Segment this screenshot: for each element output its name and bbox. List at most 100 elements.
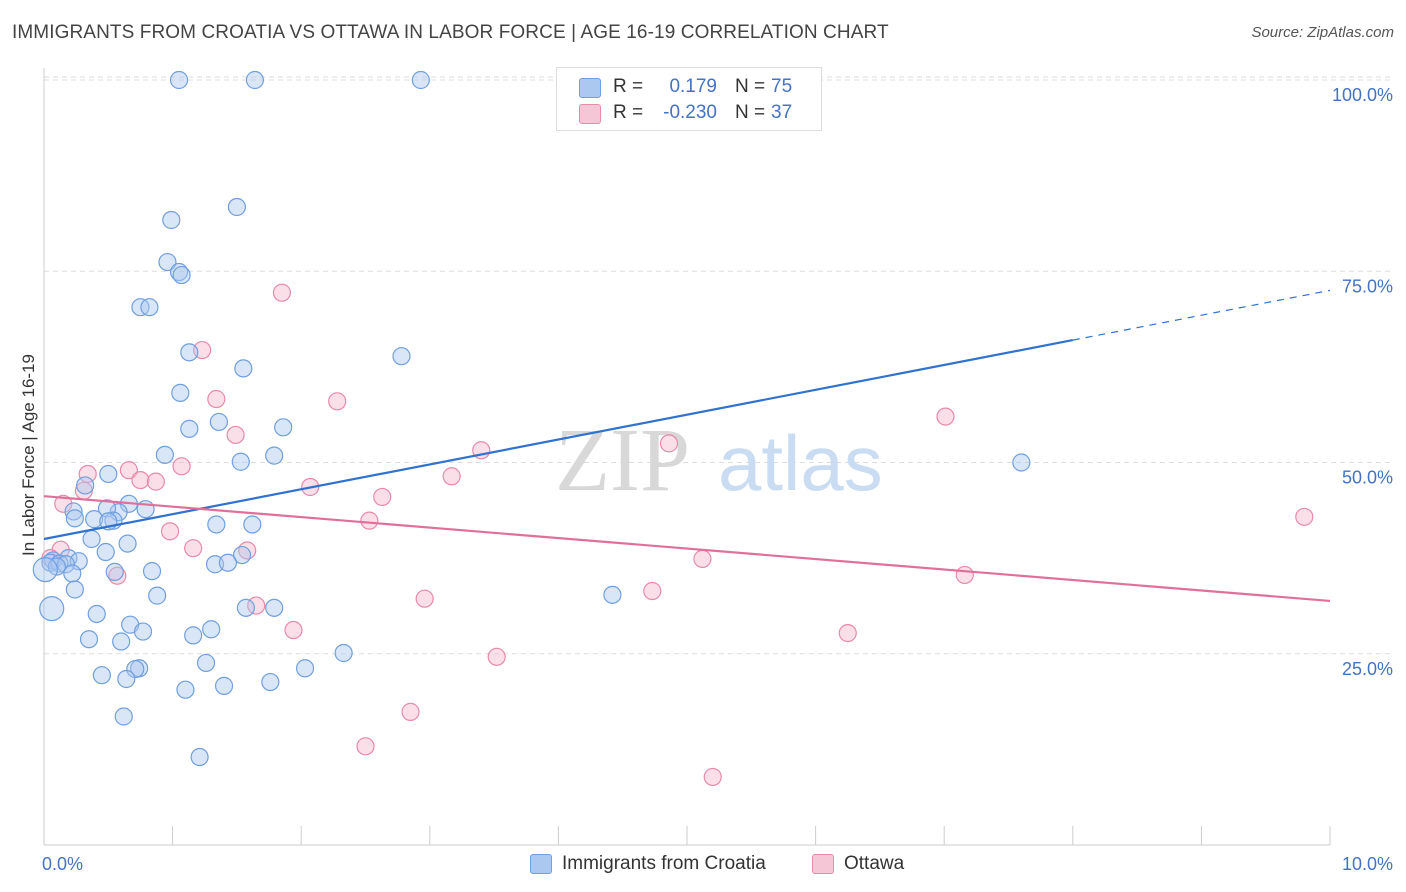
- bottom-legend-swatch-croatia: [530, 854, 552, 874]
- legend-swatch-ottawa: [579, 104, 601, 124]
- croatia-point: [232, 545, 252, 565]
- croatia-point: [148, 586, 167, 605]
- croatia-point: [236, 598, 256, 617]
- ottawa-point: [838, 623, 857, 643]
- ottawa-point: [955, 565, 974, 585]
- ottawa-point: [172, 457, 191, 476]
- legend-n-label: N =: [735, 102, 766, 123]
- ottawa-point: [119, 461, 138, 480]
- croatia-point: [180, 343, 199, 362]
- croatia-point: [105, 562, 124, 581]
- croatia-point: [190, 747, 209, 767]
- legend-n-value: 37: [771, 102, 793, 123]
- croatia-point: [180, 419, 199, 438]
- croatia-point: [142, 562, 162, 581]
- croatia-point: [65, 509, 84, 528]
- legend-swatch-croatia: [579, 78, 601, 98]
- bottom-legend-label-croatia: Immigrants from Croatia: [562, 853, 766, 874]
- croatia-point: [245, 70, 265, 90]
- croatia-point: [133, 622, 153, 641]
- croatia-point: [169, 262, 189, 282]
- bottom-legend-label-ottawa: Ottawa: [844, 853, 905, 874]
- croatia-point: [82, 529, 101, 549]
- croatia-point: [214, 676, 234, 695]
- ottawa-point: [373, 487, 392, 507]
- ottawa-point: [936, 407, 955, 426]
- ottawa-point: [160, 522, 180, 541]
- croatia-point: [112, 632, 131, 651]
- croatia-point: [50, 554, 69, 573]
- croatia-point: [96, 542, 115, 562]
- ottawa-point: [226, 425, 245, 445]
- croatia-point: [196, 653, 216, 673]
- croatia-point: [76, 476, 95, 495]
- ottawa-point: [1295, 507, 1314, 526]
- watermark-zip: ZIP: [555, 411, 690, 510]
- ottawa-point: [356, 737, 375, 756]
- ottawa-point: [284, 620, 303, 640]
- ottawa-point: [415, 589, 434, 608]
- croatia-trend-line: [43, 339, 1074, 541]
- croatia-point: [126, 659, 145, 679]
- legend-r-label: R =: [613, 102, 644, 123]
- croatia-point: [234, 359, 253, 378]
- croatia-point: [65, 580, 84, 599]
- legend-r-value: 0.179: [669, 76, 717, 97]
- ottawa-point: [207, 389, 226, 409]
- ottawa-point: [442, 467, 461, 486]
- croatia-point: [172, 265, 191, 285]
- croatia-point: [39, 596, 65, 622]
- source-credit: Source: ZipAtlas.com: [1251, 24, 1394, 41]
- croatia-point: [231, 452, 250, 471]
- croatia-point: [79, 630, 99, 649]
- legend-r-label: R =: [613, 76, 644, 97]
- y-tick-label: 25.0%: [1342, 659, 1393, 679]
- ottawa-trend-line: [43, 495, 1331, 603]
- croatia-point: [99, 464, 118, 484]
- watermark-atlas: atlas: [718, 419, 883, 507]
- legend-n-label: N =: [735, 76, 766, 97]
- ottawa-point: [328, 392, 347, 411]
- croatia-points: [32, 70, 1031, 767]
- croatia-point: [334, 643, 353, 663]
- chart-title: IMMIGRANTS FROM CROATIA VS OTTAWA IN LAB…: [12, 22, 889, 43]
- trend-lines: [43, 289, 1331, 603]
- y-axis-label: In Labor Force | Age 16-19: [19, 354, 38, 556]
- legend-n-value: 75: [771, 76, 793, 97]
- ottawa-points: [41, 283, 1314, 787]
- croatia-point: [85, 510, 104, 529]
- croatia-point: [184, 626, 203, 645]
- croatia-point: [218, 553, 237, 572]
- croatia-point: [64, 502, 83, 521]
- croatia-point: [169, 70, 189, 90]
- ottawa-point: [146, 472, 165, 491]
- ottawa-point: [693, 549, 712, 568]
- croatia-point: [176, 680, 195, 699]
- ottawa-point: [487, 647, 506, 666]
- ottawa-point: [401, 702, 420, 721]
- ottawa-point: [78, 464, 97, 484]
- ottawa-point: [54, 494, 73, 513]
- croatia-point: [227, 197, 246, 217]
- tick-labels: 100.0% 75.0% 50.0% 25.0% 0.0% 10.0%: [42, 85, 1393, 874]
- x-tick-label: 10.0%: [1342, 854, 1393, 874]
- croatia-point: [158, 252, 177, 272]
- legend-r-value: -0.230: [663, 102, 717, 123]
- x-tick-label: 0.0%: [42, 854, 83, 874]
- croatia-point: [140, 298, 159, 317]
- croatia-point: [265, 446, 284, 465]
- croatia-point: [202, 620, 221, 639]
- ottawa-point: [360, 511, 379, 530]
- correlation-legend: R = 0.179 N = 75 R = -0.230 N = 37: [556, 67, 822, 131]
- croatia-point: [261, 672, 280, 692]
- croatia-point: [274, 418, 293, 437]
- croatia-point: [603, 585, 622, 604]
- y-tick-label: 75.0%: [1342, 276, 1393, 296]
- croatia-point: [171, 383, 190, 402]
- ottawa-point: [184, 539, 203, 558]
- bottom-legend-swatch-ottawa: [812, 854, 834, 874]
- axes: [43, 68, 1331, 846]
- croatia-point: [117, 669, 136, 689]
- ottawa-point: [643, 581, 662, 601]
